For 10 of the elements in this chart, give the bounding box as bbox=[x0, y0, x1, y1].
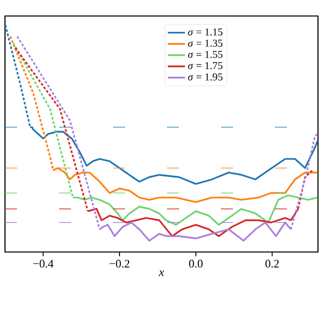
x-axis-title: x bbox=[158, 270, 164, 276]
x-tick-label: 0.2 bbox=[265, 260, 279, 268]
x-tick-label: 0.0 bbox=[189, 260, 203, 268]
legend-label: σ = 1.35 bbox=[188, 40, 222, 47]
legend-label: σ = 1.75 bbox=[188, 62, 222, 70]
legend-label: σ = 1.15 bbox=[188, 28, 222, 36]
legend-label: σ = 1.95 bbox=[188, 73, 222, 80]
x-tick-label: −0.4 bbox=[33, 260, 54, 268]
legend-label: σ = 1.55 bbox=[188, 50, 222, 58]
x-tick-label: −0.2 bbox=[110, 260, 130, 268]
